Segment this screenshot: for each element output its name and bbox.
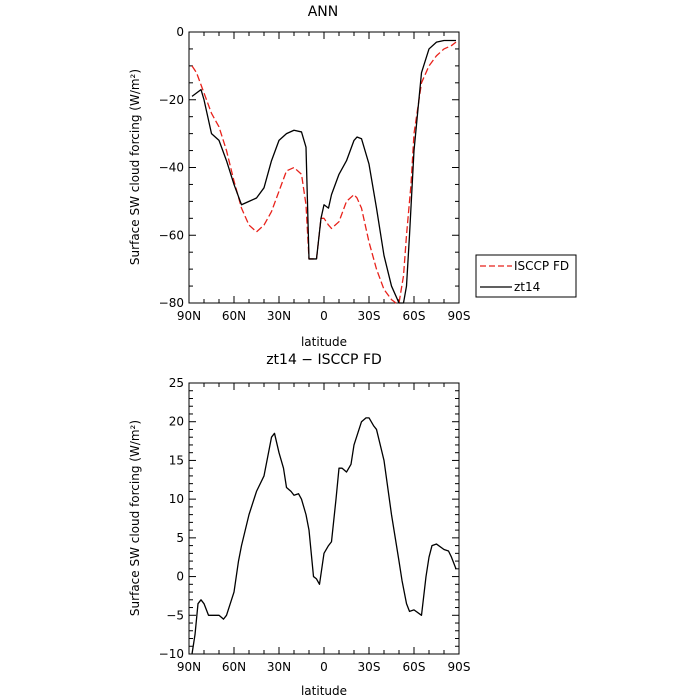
axis-ticks [188, 382, 460, 655]
y-axis-label: Surface SW cloud forcing (W/m²) [128, 420, 142, 616]
x-tick-label: 60N [222, 660, 246, 674]
y-tick-label: −20 [159, 93, 184, 107]
x-tick-label: 90N [177, 309, 201, 323]
top-chart: ANN 90N 60N 30N 0 30S 60S 90S 0 −20 −40 −60 −80 la… [128, 4, 470, 349]
x-tick-label: 30S [358, 309, 381, 323]
y-tick-label: −10 [159, 647, 184, 661]
x-tick-label: 30N [267, 660, 291, 674]
legend-box [475, 254, 577, 298]
legend-label-isccp: ISCCP FD [514, 259, 569, 273]
x-tick-label: 0 [320, 309, 328, 323]
y-tick-label: 20 [169, 415, 184, 429]
y-tick-label: −40 [159, 161, 184, 175]
x-tick-label: 30N [267, 309, 291, 323]
y-tick-label: 25 [169, 376, 184, 390]
x-tick-label: 90S [448, 660, 471, 674]
series-line-zt14 [191, 39, 456, 304]
y-axis-label: Surface SW cloud forcing (W/m²) [128, 69, 142, 265]
y-tick-label: −80 [159, 296, 184, 310]
series-line-isccp-fd [191, 41, 457, 304]
x-tick-labels: 90N 60N 30N 0 30S 60S 90S [177, 309, 471, 323]
axis-ticks [188, 31, 460, 304]
x-tick-labels: 90N 60N 30N 0 30S 60S 90S [177, 660, 471, 674]
y-tick-label: 0 [176, 570, 184, 584]
x-tick-label: 90S [448, 309, 471, 323]
series-line-difference [191, 417, 457, 655]
x-tick-label: 0 [320, 660, 328, 674]
y-tick-label: 10 [169, 492, 184, 506]
x-tick-label: 30S [358, 660, 381, 674]
series-lines [191, 417, 457, 655]
x-tick-label: 60N [222, 309, 246, 323]
bottom-chart: zt14 − ISCCP FD 90N 60N 30N 0 30S 60S 90S 25 20… [128, 352, 470, 698]
chart-title: ANN [308, 4, 339, 20]
y-tick-labels: 25 20 15 10 5 0 −5 −10 [159, 376, 184, 661]
y-tick-label: −5 [166, 608, 184, 622]
legend-label-zt14: zt14 [514, 280, 540, 294]
x-tick-label: 60S [403, 309, 426, 323]
x-tick-label: 90N [177, 660, 201, 674]
y-tick-labels: 0 −20 −40 −60 −80 [159, 25, 184, 310]
x-tick-label: 60S [403, 660, 426, 674]
y-tick-label: 5 [176, 531, 184, 545]
x-axis-label: latitude [301, 684, 347, 698]
y-tick-label: 15 [169, 453, 184, 467]
series-lines [191, 39, 457, 304]
legend: ISCCP FD zt14 [475, 254, 577, 298]
chart-title: zt14 − ISCCP FD [266, 352, 382, 368]
x-axis-label: latitude [301, 335, 347, 349]
y-tick-label: 0 [176, 25, 184, 39]
plot-frame [188, 31, 460, 304]
y-tick-label: −60 [159, 228, 184, 242]
